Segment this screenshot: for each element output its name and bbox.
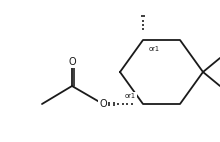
Text: or1: or1 — [149, 46, 160, 52]
Text: or1: or1 — [125, 93, 136, 99]
Text: O: O — [68, 57, 76, 67]
Text: O: O — [99, 99, 107, 109]
